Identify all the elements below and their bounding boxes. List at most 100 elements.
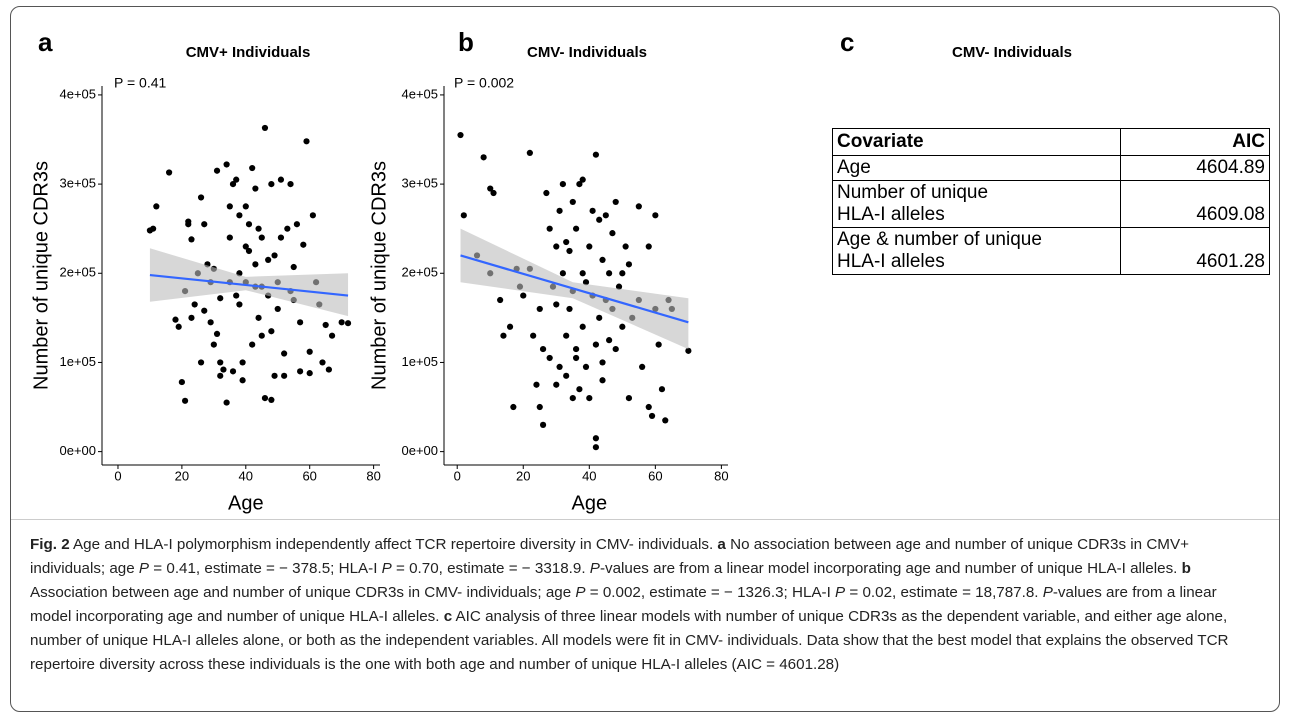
caption-run: a xyxy=(717,536,726,553)
caption-run: -values are from a linear model incorpor… xyxy=(599,560,1182,577)
caption-run: P xyxy=(835,584,846,601)
point xyxy=(563,332,570,339)
point xyxy=(582,279,590,286)
point xyxy=(197,359,205,366)
point xyxy=(309,212,316,219)
caption-run: P xyxy=(589,560,600,577)
point xyxy=(268,180,275,188)
point xyxy=(487,185,494,192)
caption: Fig. 2 Age and HLA-I polymorphism indepe… xyxy=(30,533,1262,677)
panel-letter: c xyxy=(840,27,854,57)
point xyxy=(223,399,230,406)
point xyxy=(197,194,205,201)
point xyxy=(287,180,294,188)
point xyxy=(249,341,256,348)
panel-letter: b xyxy=(458,27,474,57)
caption-run: -values are from a linear model incorpor… xyxy=(30,584,1217,625)
figure: c CMV- Individuals a CMV+ Individuals P = … xyxy=(30,27,1072,514)
point xyxy=(685,347,692,354)
point xyxy=(271,372,278,379)
caption-run: Age and HLA-I polymorphism independently… xyxy=(69,536,718,553)
confidence-band xyxy=(149,248,349,317)
y-tick-label: 2e+05 xyxy=(59,265,96,280)
point xyxy=(576,180,583,188)
point xyxy=(322,321,329,329)
point xyxy=(559,270,566,277)
point xyxy=(599,377,606,384)
point xyxy=(520,292,527,299)
x-tick-label: 40 xyxy=(239,468,253,483)
point xyxy=(242,243,249,250)
caption-run: = 0.02, estimate = 18,787.8. xyxy=(845,584,1043,601)
point xyxy=(229,180,237,188)
cell-line: Age xyxy=(837,157,871,178)
point xyxy=(579,176,586,183)
point xyxy=(178,378,185,386)
cell-line: Number of unique xyxy=(837,182,989,203)
point xyxy=(556,207,563,214)
point xyxy=(592,435,600,442)
caption-run: P xyxy=(1042,584,1053,601)
point xyxy=(662,417,669,424)
point xyxy=(572,354,580,362)
point xyxy=(579,270,586,277)
aic-cell: 4604.89 xyxy=(1120,155,1270,181)
annotation: P = 0.41 xyxy=(114,75,167,91)
point xyxy=(217,359,224,366)
point xyxy=(217,372,224,379)
point xyxy=(175,323,182,330)
header-row: Covariate AIC xyxy=(832,128,1270,156)
point xyxy=(592,151,600,158)
caption-run: P xyxy=(138,560,150,577)
caption-run: = 0.41, estimate = − 378.5; HLA-I xyxy=(149,560,382,577)
point xyxy=(526,149,533,156)
point xyxy=(596,216,603,223)
aic-cell: 4609.08 xyxy=(1120,180,1270,228)
y-axis-label: Number of unique CDR3s xyxy=(30,161,52,390)
y-tick-label: 3e+05 xyxy=(401,176,438,191)
point xyxy=(622,243,629,250)
covariate-cell: Number of unique HLA-I alleles xyxy=(832,180,1121,228)
point xyxy=(245,247,253,255)
point xyxy=(553,243,560,250)
x-tick-label: 20 xyxy=(175,468,189,483)
point xyxy=(536,403,543,411)
covariate-cell: Age xyxy=(832,155,1121,181)
point xyxy=(625,261,633,268)
point xyxy=(319,359,326,366)
point xyxy=(245,221,253,228)
point xyxy=(572,225,580,232)
caption-run: P xyxy=(381,560,392,577)
point xyxy=(612,198,619,206)
point xyxy=(563,372,570,379)
point xyxy=(563,238,570,246)
point xyxy=(201,221,208,228)
point xyxy=(606,337,613,344)
point xyxy=(188,236,195,243)
point xyxy=(281,372,288,379)
point xyxy=(553,381,560,388)
point xyxy=(506,323,514,330)
point xyxy=(261,124,269,132)
point xyxy=(569,395,576,402)
point xyxy=(619,270,626,277)
point xyxy=(625,395,633,402)
point xyxy=(226,203,233,210)
point xyxy=(213,167,221,174)
point xyxy=(592,444,600,451)
point xyxy=(556,363,563,371)
point xyxy=(510,403,517,411)
point xyxy=(338,319,345,326)
panel-title: CMV- Individuals xyxy=(952,44,1072,61)
panel-letter: a xyxy=(38,27,53,57)
point xyxy=(533,381,540,388)
point xyxy=(599,359,606,366)
point xyxy=(539,421,547,428)
point xyxy=(596,314,603,321)
point xyxy=(457,131,464,139)
header-cell: AIC xyxy=(1120,128,1270,156)
point xyxy=(619,323,626,330)
point xyxy=(612,345,619,353)
caption-run: P xyxy=(575,584,586,601)
point xyxy=(645,243,652,250)
